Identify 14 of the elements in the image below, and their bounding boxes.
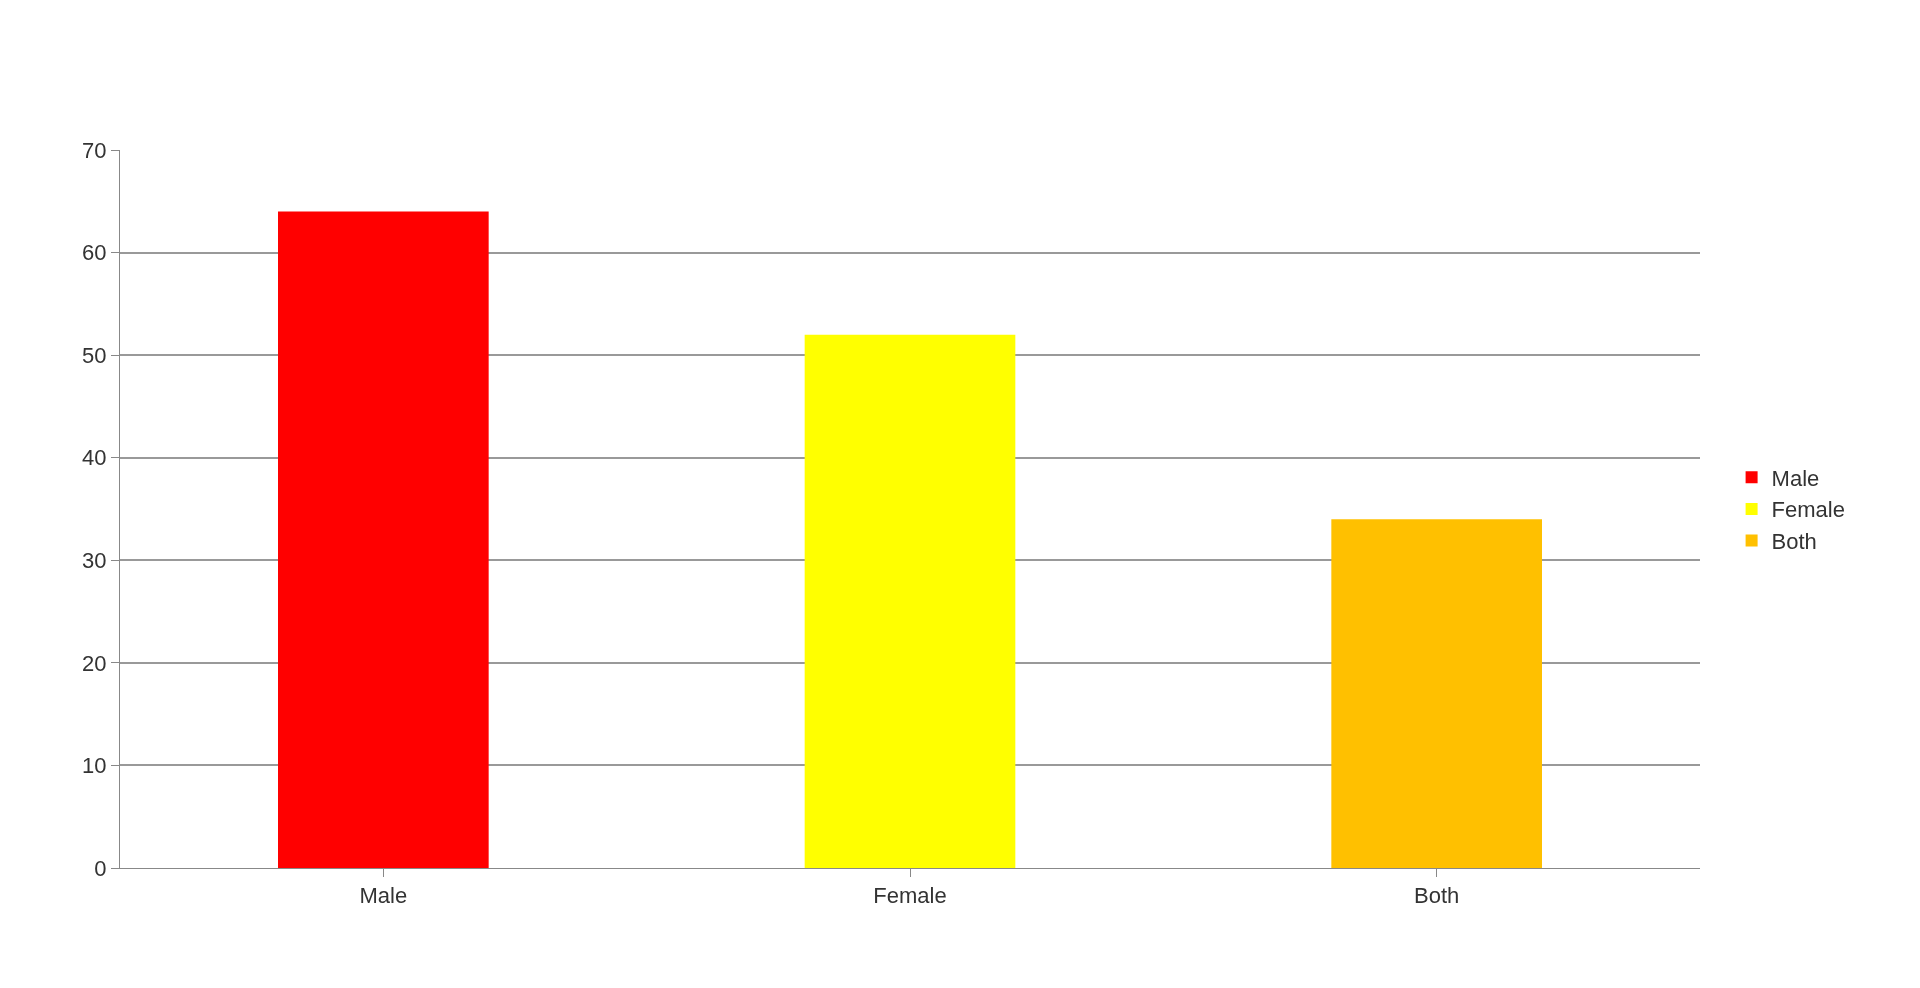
y-tick-label: 0 xyxy=(94,855,107,881)
y-tick-label: 60 xyxy=(82,240,107,266)
y-tick-label: 40 xyxy=(82,445,107,471)
x-tick-label: Both xyxy=(1414,883,1460,909)
y-tick-label: 70 xyxy=(82,137,107,163)
legend-label: Both xyxy=(1771,529,1817,555)
y-tick-label: 10 xyxy=(82,753,107,779)
x-tick-label: Female xyxy=(873,883,947,909)
y-tick-label: 50 xyxy=(82,342,107,368)
legend-label: Male xyxy=(1771,465,1820,491)
y-tick-label: 20 xyxy=(82,650,107,676)
y-tick-label: 30 xyxy=(82,547,107,573)
legend-label: Female xyxy=(1771,497,1845,523)
x-tick-label: Male xyxy=(359,883,408,909)
